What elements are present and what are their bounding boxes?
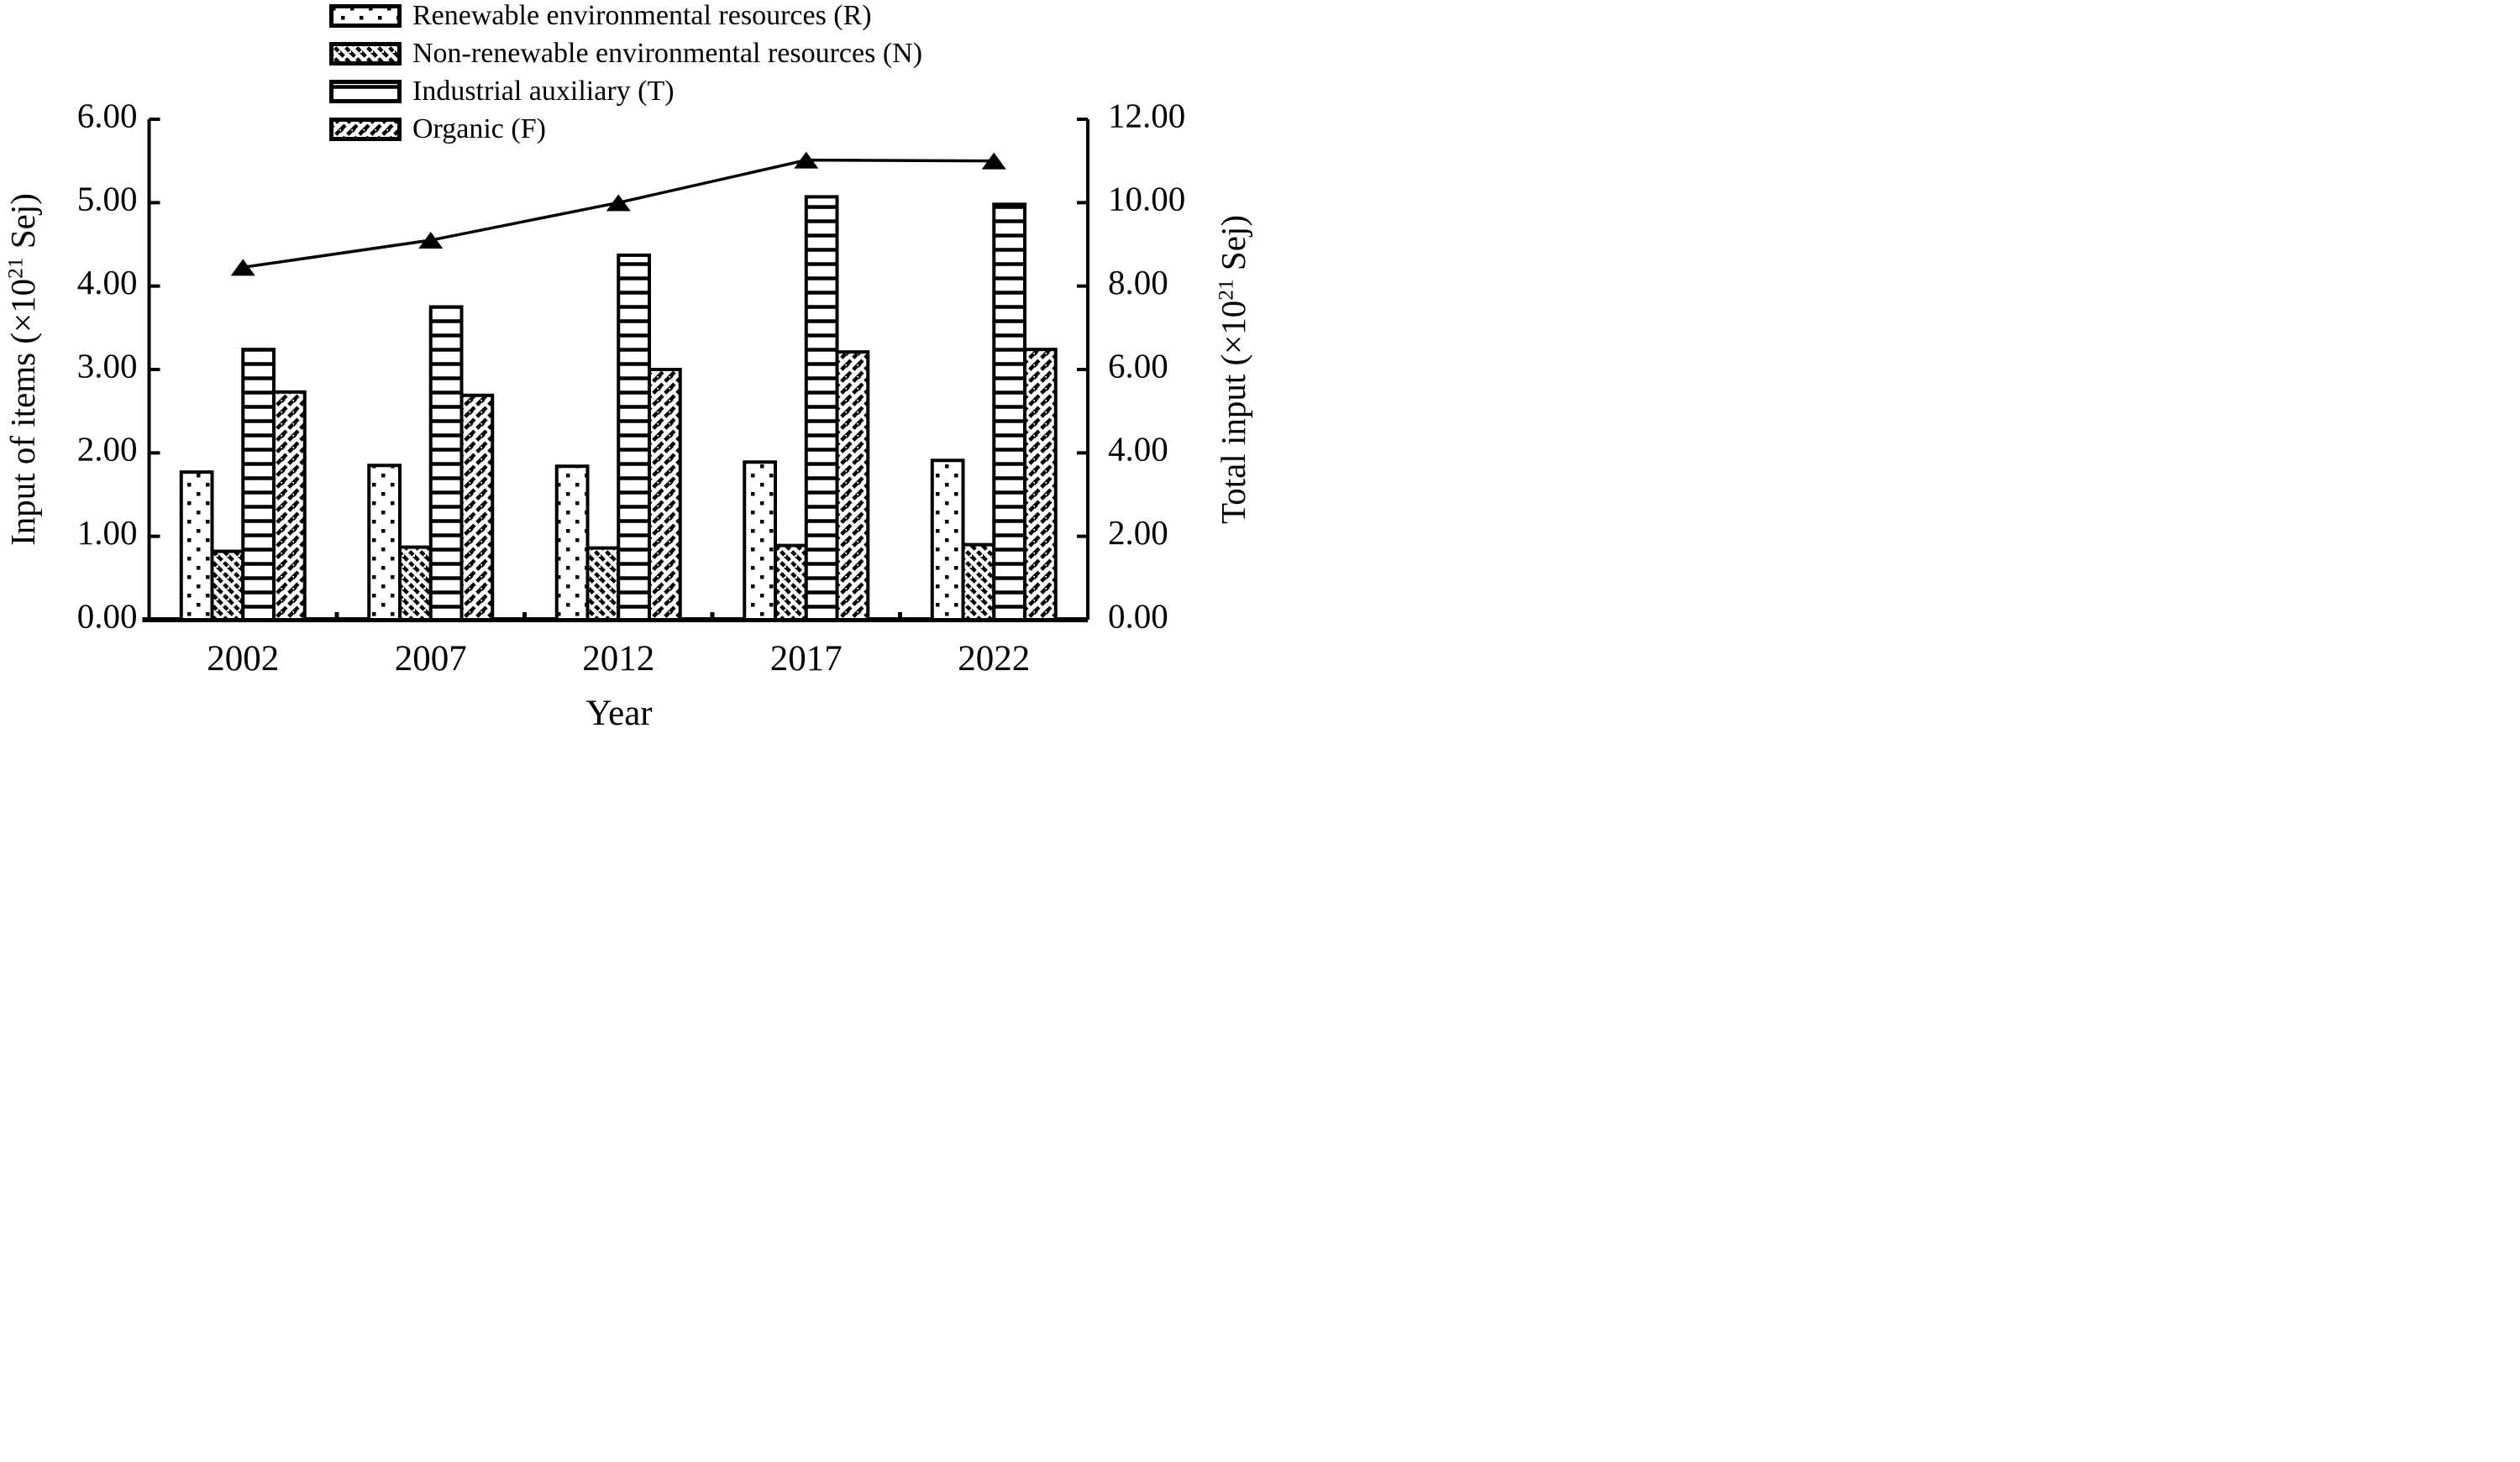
legend-label: Organic (F) bbox=[412, 113, 546, 144]
bar-F-2002 bbox=[272, 390, 307, 621]
legend-label: Industrial auxiliary (T) bbox=[412, 76, 675, 107]
bar-R-2012 bbox=[554, 464, 590, 622]
right-axis-title-text: Total input (×10 bbox=[1214, 300, 1252, 524]
x-axis-category-label: 2002 bbox=[207, 639, 279, 679]
left-axis-title: Input of items (×1021 Sej) bbox=[3, 193, 43, 546]
left-axis-tick-label: 1.00 bbox=[77, 513, 138, 552]
bar-T-2007 bbox=[428, 305, 464, 621]
bar-series-N bbox=[210, 542, 996, 622]
bar-R-2017 bbox=[743, 460, 777, 622]
right-axis-title-superscript: 21 bbox=[1214, 279, 1238, 301]
total-input-line bbox=[242, 158, 995, 270]
x-axis-title: Year bbox=[585, 694, 653, 731]
bar-F-2012 bbox=[648, 368, 682, 621]
bar-F-2017 bbox=[835, 350, 870, 621]
bar-N-2007 bbox=[398, 545, 433, 622]
legend-label: Renewable environmental resources (R) bbox=[412, 0, 872, 31]
right-axis-tick-label: 6.00 bbox=[1108, 346, 1168, 385]
bar-T-2022 bbox=[992, 202, 1026, 621]
total-input-marker-2022 bbox=[981, 152, 1006, 170]
legend-item-organic: Organic (F) bbox=[329, 115, 922, 144]
right-axis-title-unit: Sej) bbox=[1214, 215, 1252, 280]
x-axis-category-label: 2017 bbox=[770, 639, 843, 679]
left-axis-title-text: Input of items (×10 bbox=[3, 278, 42, 546]
bar-T-2012 bbox=[617, 253, 651, 621]
right-axis-tick-label: 12.00 bbox=[1108, 96, 1185, 134]
total-input-marker-2017 bbox=[794, 151, 819, 169]
right-axis-tick-label: 0.00 bbox=[1108, 596, 1168, 635]
left-axis-tick-label: 5.00 bbox=[77, 180, 138, 218]
bar-T-2002 bbox=[241, 348, 276, 621]
right-axis-tick-label: 10.00 bbox=[1108, 180, 1185, 218]
bar-series-T bbox=[241, 195, 1026, 621]
legend-label: Non-renewable environmental resources (N… bbox=[412, 38, 923, 69]
total-input-marker-2012 bbox=[606, 194, 631, 212]
legend-swatch-forward-hatch-icon bbox=[329, 118, 402, 141]
legend-item-non-renewable: Non-renewable environmental resources (N… bbox=[329, 39, 922, 68]
bar-N-2002 bbox=[210, 549, 245, 622]
bar-R-2007 bbox=[367, 464, 402, 621]
bar-F-2007 bbox=[459, 393, 495, 621]
left-axis-tick-label: 0.00 bbox=[77, 596, 138, 635]
legend-swatch-dots-icon bbox=[329, 4, 402, 28]
left-axis-tick-label: 6.00 bbox=[77, 96, 138, 134]
legend-item-renewable: Renewable environmental resources (R) bbox=[329, 2, 922, 30]
bar-series-R bbox=[179, 459, 965, 622]
bar-T-2017 bbox=[804, 195, 839, 621]
bar-R-2002 bbox=[179, 470, 214, 621]
right-axis-tick-label: 4.00 bbox=[1108, 430, 1168, 469]
left-axis-title-superscript: 21 bbox=[3, 257, 28, 279]
total-input-marker-2002 bbox=[230, 259, 255, 276]
right-axis-title: Total input (×1021 Sej) bbox=[1213, 215, 1253, 524]
total-input-marker-2007 bbox=[418, 232, 444, 249]
bar-N-2022 bbox=[961, 542, 996, 621]
figure: 0.00 1.00 2.00 3.00 4.00 5.00 6.00 0.00 2.00 4.00… bbox=[0, 0, 1260, 731]
left-axis-tick-label: 4.00 bbox=[77, 263, 138, 301]
x-axis-category-label: 2012 bbox=[582, 639, 654, 679]
bar-N-2012 bbox=[585, 546, 621, 621]
bar-R-2022 bbox=[930, 459, 965, 621]
right-axis-tick-label: 8.00 bbox=[1108, 263, 1168, 301]
legend-swatch-horizontal-lines-icon bbox=[329, 80, 402, 103]
bar-series-F bbox=[272, 348, 1058, 621]
left-axis-tick-label: 3.00 bbox=[77, 346, 138, 385]
legend-item-industrial-auxiliary: Industrial auxiliary (T) bbox=[329, 77, 922, 106]
x-axis-category-label: 2022 bbox=[958, 639, 1030, 679]
left-axis-title-unit: Sej) bbox=[3, 193, 42, 258]
x-axis-category-label: 2007 bbox=[395, 639, 467, 679]
left-axis-tick-label: 2.00 bbox=[77, 430, 138, 469]
chart-canvas: 0.00 1.00 2.00 3.00 4.00 5.00 6.00 0.00 2.00 4.00… bbox=[77, 96, 1186, 679]
bar-F-2022 bbox=[1023, 348, 1058, 621]
legend: Renewable environmental resources (R) No… bbox=[329, 2, 922, 144]
right-axis-tick-label: 2.00 bbox=[1108, 513, 1168, 552]
legend-swatch-back-hatch-icon bbox=[329, 42, 402, 66]
bar-N-2017 bbox=[774, 543, 808, 621]
